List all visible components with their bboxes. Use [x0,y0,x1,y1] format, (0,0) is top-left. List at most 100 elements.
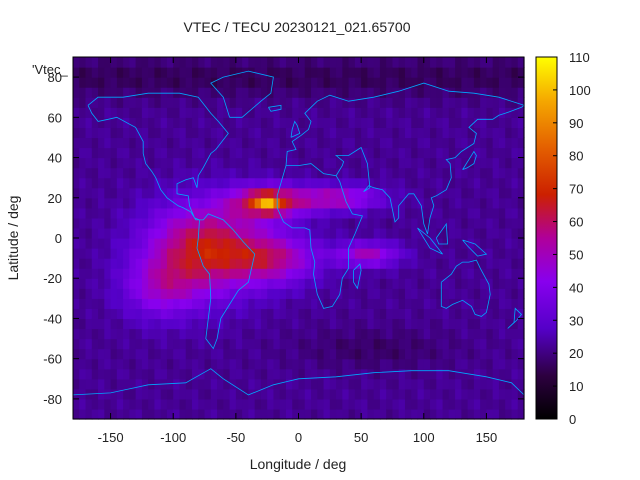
heatmap-cell [336,338,343,350]
heatmap-cell [386,207,394,219]
heatmap-cell [85,258,93,269]
heatmap-cell [148,97,156,108]
heatmap-cell [160,167,168,179]
heatmap-cell [98,137,105,149]
heatmap-cell [298,57,306,68]
heatmap-cell [160,207,168,219]
heatmap-cell [461,127,469,139]
heatmap-cell [342,67,350,78]
heatmap-cell [104,328,112,340]
heatmap-cell [317,408,325,420]
heatmap-cell [235,77,243,88]
heatmap-cell [304,177,312,189]
heatmap-cell [98,378,105,390]
heatmap-cell [342,278,350,289]
heatmap-cell [98,127,105,139]
heatmap-cell [204,238,212,249]
heatmap-cell [505,207,513,219]
heatmap-cell [467,187,475,199]
heatmap-cell [260,217,268,229]
heatmap-cell [198,157,206,169]
heatmap-cell [336,268,343,279]
heatmap-cell [185,217,193,229]
heatmap-cell [342,147,350,159]
heatmap-cell [379,268,387,279]
heatmap-cell [91,288,99,299]
heatmap-cell [511,187,519,199]
heatmap-cell [279,378,287,390]
heatmap-cell [348,107,356,118]
heatmap-cell [135,388,143,400]
heatmap-cell [104,227,112,239]
heatmap-cell [298,197,306,209]
heatmap-cell [417,358,425,370]
x-tick-label: 100 [413,430,435,445]
heatmap-cell [273,127,281,139]
heatmap-cell [267,147,275,159]
heatmap-cell [442,127,450,139]
heatmap-cell [404,77,412,88]
heatmap-cell [304,238,312,249]
heatmap-cell [73,207,80,219]
heatmap-cell [154,278,162,289]
heatmap-cell [260,278,268,289]
heatmap-cell [392,378,400,390]
heatmap-cell [467,298,475,309]
heatmap-cell [430,217,437,229]
heatmap-cell [223,87,231,98]
heatmap-cell [473,227,481,239]
heatmap-cell [323,137,331,149]
heatmap-cell [480,157,488,169]
heatmap-cell [298,187,306,199]
heatmap-cell [116,318,124,330]
heatmap-cell [455,268,462,279]
heatmap-cell [392,338,400,350]
heatmap-cell [217,308,224,320]
heatmap-cell [323,278,331,289]
heatmap-cell [329,157,337,169]
heatmap-cell [79,258,87,269]
heatmap-cell [160,258,168,269]
heatmap-cell [311,398,318,410]
heatmap-cell [267,398,275,410]
heatmap-cell [317,338,325,350]
heatmap-cell [242,248,249,259]
heatmap-cell [448,308,456,320]
heatmap-cell [304,147,312,159]
heatmap-cell [85,87,93,98]
heatmap-cell [505,398,513,410]
heatmap-cell [517,248,525,259]
heatmap-cell [467,157,475,169]
heatmap-cell [85,268,93,279]
heatmap-cell [198,57,206,68]
heatmap-cell [135,177,143,189]
heatmap-cell [148,77,156,88]
heatmap-cell [73,368,80,380]
heatmap-cell [448,77,456,88]
heatmap-cell [448,298,456,309]
heatmap-cell [329,388,337,400]
heatmap-cell [392,238,400,249]
heatmap-cell [473,258,481,269]
heatmap-cell [480,197,488,209]
heatmap-cell [311,177,318,189]
heatmap-cell [461,197,469,209]
heatmap-cell [317,197,325,209]
heatmap-cell [185,227,193,239]
heatmap-cell [279,97,287,108]
heatmap-cell [511,328,519,340]
heatmap-cell [285,77,293,88]
colorbar-tick-label: 110 [569,50,590,65]
heatmap-cell [129,57,137,68]
heatmap-cell [154,207,162,219]
heatmap-cell [135,258,143,269]
heatmap-cell [204,248,212,259]
heatmap-cell [436,408,444,420]
heatmap-cell [298,258,306,269]
heatmap-cell [179,368,187,380]
heatmap-cell [210,137,218,149]
heatmap-cell [417,97,425,108]
heatmap-cell [91,338,99,350]
heatmap-cell [242,187,249,199]
heatmap-cell [229,248,237,259]
